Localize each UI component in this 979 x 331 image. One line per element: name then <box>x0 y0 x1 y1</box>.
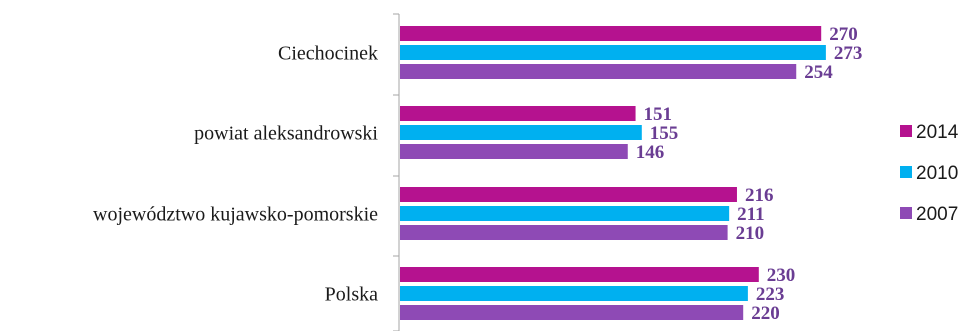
value-label-ciechocinek-2010: 273 <box>834 43 863 64</box>
value-label-powiat-aleksandrowski-2010: 155 <box>650 123 679 144</box>
category-axis-ticks <box>393 13 399 331</box>
value-label-polska-2014: 230 <box>767 265 796 286</box>
legend-label-2010: 2010 <box>916 163 958 184</box>
value-label-polska-2010: 223 <box>756 284 785 305</box>
legend-swatch-2010 <box>900 166 912 178</box>
bar-ciechocinek-2010 <box>400 45 826 60</box>
bar-powiat-aleksandrowski-2010 <box>400 125 642 140</box>
legend-swatch-2007 <box>900 207 912 219</box>
bar-polska-2010 <box>400 286 748 301</box>
category-label-polska: Polska <box>325 284 378 306</box>
bar-powiat-aleksandrowski-2007 <box>400 144 628 159</box>
bar-ciechocinek-2014 <box>400 26 822 41</box>
value-label-wojewodztwo-kujawsko-pomorskie-2010: 211 <box>737 204 764 225</box>
value-label-powiat-aleksandrowski-2014: 151 <box>644 104 673 125</box>
legend-label-2007: 2007 <box>916 204 958 225</box>
bar-ciechocinek-2007 <box>400 64 797 79</box>
bar-wojewodztwo-kujawsko-pomorskie-2014 <box>400 187 737 202</box>
bar-powiat-aleksandrowski-2014 <box>400 106 636 121</box>
category-labels-layer: Ciechocinek powiat aleksandrowski wojewódz… <box>93 43 378 306</box>
value-label-powiat-aleksandrowski-2007: 146 <box>636 142 665 163</box>
legend-label-2014: 2014 <box>916 122 959 143</box>
bar-polska-2007 <box>400 305 744 320</box>
bar-wojewodztwo-kujawsko-pomorskie-2007 <box>400 225 728 240</box>
value-label-polska-2007: 220 <box>751 303 780 324</box>
bars-layer <box>400 26 826 320</box>
legend: 2014 2010 2007 <box>900 122 959 225</box>
value-label-wojewodztwo-kujawsko-pomorskie-2007: 210 <box>736 223 765 244</box>
value-label-wojewodztwo-kujawsko-pomorskie-2014: 216 <box>745 185 774 206</box>
category-label-ciechocinek: Ciechocinek <box>278 43 378 65</box>
value-label-ciechocinek-2007: 254 <box>804 62 833 83</box>
category-label-wojewodztwo-kujawsko-pomorskie: województwo kujawsko-pomorskie <box>93 204 378 226</box>
bar-wojewodztwo-kujawsko-pomorskie-2010 <box>400 206 730 221</box>
value-label-ciechocinek-2014: 270 <box>829 24 858 45</box>
category-label-powiat-aleksandrowski: powiat aleksandrowski <box>194 123 378 145</box>
legend-swatch-2014 <box>900 125 912 137</box>
bar-polska-2014 <box>400 267 759 282</box>
